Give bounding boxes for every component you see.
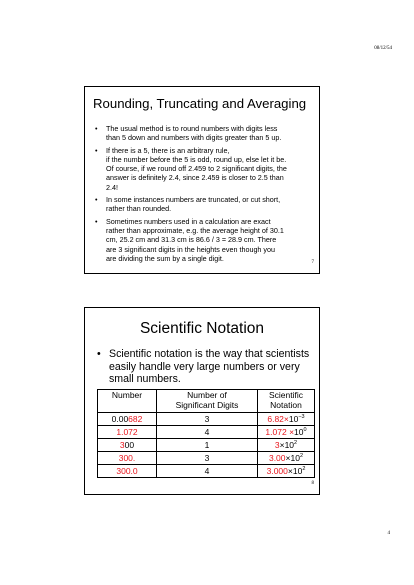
cell-sig-digits: 1	[156, 438, 258, 452]
number-sig: 300.0	[116, 466, 138, 476]
bullet-line: are 3 significant digits in the heights …	[106, 244, 276, 254]
header-text: Number of	[187, 390, 227, 400]
cell-scientific: 3.000×102	[257, 464, 315, 478]
cell-number: 300.	[97, 451, 157, 465]
base: 10	[284, 440, 295, 450]
cell-sig-digits: 4	[156, 464, 258, 478]
slide-title: Rounding, Truncating and Averaging	[93, 96, 307, 111]
base: 10	[288, 414, 299, 424]
cell-number: 300.0	[97, 464, 157, 478]
times-sign: ×	[283, 414, 289, 424]
table-header-row: Number Number of Significant Digits Scien…	[97, 389, 315, 413]
cell-sig-digits: 4	[156, 425, 258, 439]
list-item: • In some instances numbers are truncate…	[95, 195, 310, 214]
header-text: Number	[111, 390, 143, 400]
list-item: • Scientific notation is the way that sc…	[97, 348, 317, 386]
cell-number: 300	[97, 438, 157, 452]
table-row: 300. 3 3.00×102	[97, 451, 315, 465]
bullet-line: 2.4!	[106, 182, 118, 192]
table-row: 300 1 3×102	[97, 438, 315, 452]
number-sig: 1.072	[116, 427, 138, 437]
base: 10	[290, 453, 300, 463]
cell-number: 0.00682	[97, 412, 157, 426]
exponent: 2	[299, 453, 304, 460]
mantissa: 3	[274, 440, 280, 450]
table-row: 1.072 4 1.072 ×100	[97, 425, 315, 439]
cell-scientific: 1.072 ×100	[257, 425, 315, 439]
bullet-line: cm, 25.2 cm and 31.3 cm is 86.6 / 3 = 28…	[106, 235, 277, 245]
times-sign: ×	[285, 453, 291, 463]
header-text: Notation	[270, 400, 302, 410]
header-text: Scientific	[268, 390, 303, 400]
table-row: 0.00682 3 6.82×10−3	[97, 412, 315, 426]
exponent: 2	[294, 440, 298, 447]
slide-scientific-notation: Scientific Notation • Scientific notatio…	[84, 307, 320, 495]
bullet-list: • The usual method is to round numbers w…	[95, 124, 310, 266]
bullet-line: small numbers.	[109, 373, 181, 385]
bullet-icon: •	[95, 216, 98, 226]
bullet-line: easily handle very large numbers or very	[109, 360, 300, 373]
bullet-icon: •	[95, 124, 98, 133]
cell-sig-digits: 3	[156, 451, 258, 465]
bullet-line: Scientific notation is the way that scie…	[109, 348, 310, 360]
mantissa: 3.000	[266, 466, 288, 476]
bullet-icon: •	[97, 348, 101, 360]
header-date: 08/12/54	[374, 46, 392, 51]
bullet-line: In some instances numbers are truncated,…	[106, 195, 281, 205]
slide-title: Scientific Notation	[139, 320, 265, 337]
base: 10	[294, 427, 304, 437]
slide-rounding: Rounding, Truncating and Averaging • The…	[84, 86, 320, 274]
column-header-number: Number	[97, 389, 157, 413]
exponent: −3	[298, 414, 305, 421]
bullet-line: The usual method is to round numbers wit…	[106, 124, 278, 133]
bullet-icon: •	[95, 145, 98, 155]
times-sign: ×	[286, 427, 295, 437]
cell-scientific: 6.82×10−3	[257, 412, 315, 426]
page-number: 4	[387, 531, 391, 536]
number-sig: 682	[128, 414, 143, 424]
column-header-sig-digits: Number of Significant Digits	[156, 389, 258, 413]
times-sign: ×	[287, 466, 293, 476]
cell-scientific: 3×102	[257, 438, 315, 452]
number-sig: 300.	[118, 453, 136, 463]
number-prefix: 0.00	[111, 414, 129, 424]
times-sign: ×	[279, 440, 285, 450]
mantissa: 3.00	[268, 453, 286, 463]
base: 10	[292, 466, 303, 476]
cell-sig-digits: 3	[156, 412, 258, 426]
number-sig: 3	[119, 440, 125, 450]
bullet-line: answer is definitely 2.4, since 2.459 is…	[106, 173, 284, 183]
bullet-line: rather than approximate, e.g. the averag…	[106, 225, 284, 235]
table-row: 300.0 4 3.000×102	[97, 464, 315, 478]
bullet-line: are dividing the sum by a single digit.	[106, 253, 224, 263]
bullet-line: Of course, if we round off 2.459 to 2 si…	[106, 164, 287, 174]
bullet-line: than 5 down and numbers with digits grea…	[106, 133, 282, 143]
list-item: • The usual method is to round numbers w…	[95, 124, 310, 143]
bullet-line: Sometimes numbers used in a calculation …	[106, 216, 271, 226]
list-item: • If there is a 5, there is an arbitrary…	[95, 146, 310, 192]
cell-number: 1.072	[97, 425, 157, 439]
bullet-icon: •	[95, 195, 98, 205]
column-header-scientific: Scientific Notation	[257, 389, 315, 413]
bullet-line: rather than rounded.	[106, 204, 172, 214]
exponent: 2	[302, 466, 306, 473]
mantissa: 6.82	[267, 414, 284, 424]
scientific-notation-table: Number Number of Significant Digits Scien…	[97, 389, 315, 478]
bullet-line: if the number before the 5 is odd, round…	[106, 154, 287, 164]
list-item: • Sometimes numbers used in a calculatio…	[95, 217, 310, 263]
exponent: 0	[303, 427, 307, 434]
number-suffix: 00	[124, 440, 135, 450]
mantissa: 1.072	[265, 427, 287, 437]
slide-number: 7	[311, 260, 315, 265]
cell-scientific: 3.00×102	[257, 451, 315, 465]
bullet-line: If there is a 5, there is an arbitrary r…	[106, 145, 230, 155]
slide-number: 8	[311, 481, 315, 486]
header-text: Significant Digits	[175, 400, 239, 410]
